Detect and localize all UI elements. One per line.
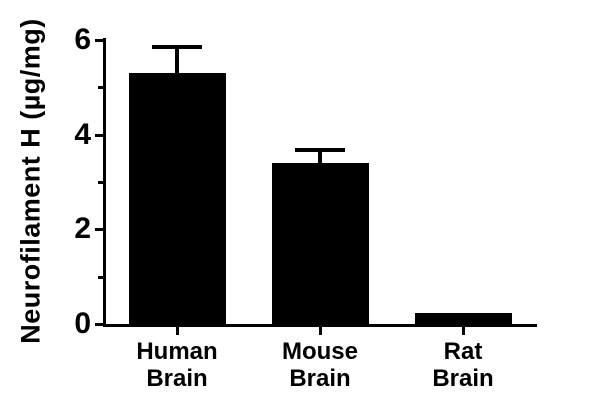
- error-bar-stem-human-brain: [175, 47, 179, 73]
- y-axis-major-tick: [95, 134, 103, 137]
- x-axis-tick-human-brain: [176, 327, 179, 335]
- x-axis-category-label-rat-brain: Rat Brain: [432, 338, 494, 392]
- x-axis-category-label-mouse-brain: Mouse Brain: [281, 338, 358, 392]
- x-axis-category-label-human-brain: Human Brain: [136, 338, 218, 392]
- error-bar-stem-mouse-brain: [318, 150, 322, 163]
- y-axis-minor-tick: [98, 276, 103, 279]
- bar-rat-brain: [415, 313, 512, 324]
- y-axis-major-tick: [95, 39, 103, 42]
- y-axis-tick-label: 4: [74, 118, 91, 151]
- y-axis-minor-tick: [98, 181, 103, 184]
- x-axis-line: [103, 324, 537, 327]
- y-axis-title: Neurofilament H (µg/mg): [15, 18, 46, 344]
- y-axis-minor-tick: [98, 86, 103, 89]
- y-axis-tick-label: 0: [74, 307, 91, 340]
- y-axis-major-tick: [95, 323, 103, 326]
- y-axis-tick-label: 6: [74, 23, 91, 56]
- y-axis-major-tick: [95, 228, 103, 231]
- y-axis-line: [103, 38, 106, 327]
- x-axis-tick-rat-brain: [462, 327, 465, 335]
- y-axis-tick-label: 2: [74, 212, 91, 245]
- error-bar-cap-human-brain: [152, 45, 202, 49]
- error-bar-cap-mouse-brain: [295, 148, 345, 152]
- bar-human-brain: [129, 73, 226, 324]
- x-axis-tick-mouse-brain: [319, 327, 322, 335]
- bar-mouse-brain: [272, 163, 369, 324]
